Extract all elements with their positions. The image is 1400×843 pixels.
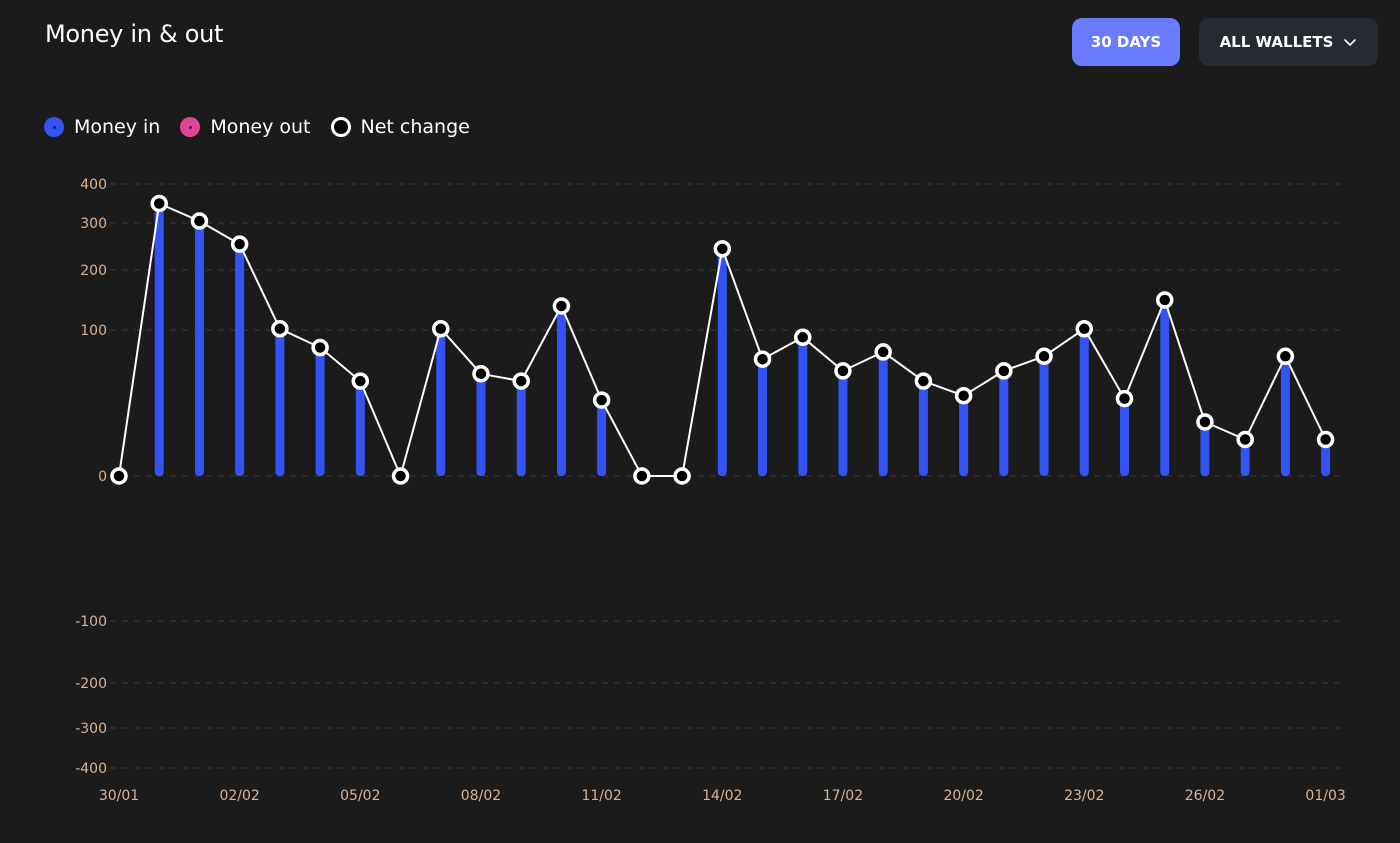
bar-money-in[interactable] xyxy=(1321,439,1331,477)
x-tick-label: 26/02 xyxy=(1185,788,1225,804)
y-tick-label: 100 xyxy=(80,323,107,339)
net-change-point[interactable] xyxy=(1075,320,1094,338)
chevron-down-icon xyxy=(1343,35,1357,49)
net-change-point[interactable] xyxy=(552,297,571,315)
period-button-label: 30 DAYS xyxy=(1090,33,1162,51)
y-tick-label: -300 xyxy=(75,721,107,737)
x-tick-label: 02/02 xyxy=(219,788,259,804)
net-change-point[interactable] xyxy=(874,343,892,361)
y-tick-label: -100 xyxy=(75,614,107,630)
net-change-point[interactable] xyxy=(592,391,611,409)
net-change-point[interactable] xyxy=(1115,389,1134,408)
bar-money-in[interactable] xyxy=(798,337,808,476)
legend-item-money-out[interactable]: Money out xyxy=(180,116,311,138)
wallet-select-label: ALL WALLETS xyxy=(1219,33,1334,51)
net-change-point[interactable] xyxy=(432,320,450,338)
money-in-dot-icon xyxy=(44,117,64,137)
wallet-select-dropdown[interactable]: ALL WALLETS xyxy=(1199,18,1378,66)
bar-money-in[interactable] xyxy=(436,328,446,476)
bar-money-in[interactable] xyxy=(315,347,325,476)
bar-money-in[interactable] xyxy=(959,395,969,476)
bar-money-in[interactable] xyxy=(194,221,204,476)
net-change-point[interactable] xyxy=(190,212,209,230)
x-tick-label: 23/02 xyxy=(1064,788,1104,804)
net-change-point[interactable] xyxy=(713,240,732,258)
bar-money-in[interactable] xyxy=(838,370,848,476)
net-change-point[interactable] xyxy=(110,467,128,485)
net-change-point[interactable] xyxy=(271,320,289,338)
net-change-point[interactable] xyxy=(1035,347,1053,366)
bar-money-in[interactable] xyxy=(1039,356,1049,476)
bar-money-in[interactable] xyxy=(355,381,365,476)
net-change-point[interactable] xyxy=(914,372,933,390)
net-change-point[interactable] xyxy=(1276,347,1295,366)
legend-item-net-change[interactable]: Net change xyxy=(330,116,470,138)
bar-money-in[interactable] xyxy=(1120,398,1129,476)
chart-title: Money in & out xyxy=(45,20,224,48)
bar-money-in[interactable] xyxy=(556,306,566,476)
x-tick-label: 20/02 xyxy=(943,788,983,804)
x-tick-label: 17/02 xyxy=(823,788,863,804)
x-tick-label: 30/01 xyxy=(99,788,139,804)
y-tick-label: 0 xyxy=(98,469,107,485)
bar-money-in[interactable] xyxy=(235,244,245,476)
net-change-point[interactable] xyxy=(351,372,370,390)
net-change-point[interactable] xyxy=(834,362,852,380)
bar-money-in[interactable] xyxy=(717,248,727,476)
legend-label-net-change: Net change xyxy=(360,116,470,138)
net-change-point[interactable] xyxy=(1316,430,1335,449)
net-change-point[interactable] xyxy=(1155,291,1174,309)
x-tick-label: 05/02 xyxy=(340,788,380,804)
net-change-ring-icon xyxy=(330,117,351,137)
net-change-point[interactable] xyxy=(1236,430,1254,449)
bar-money-in[interactable] xyxy=(597,400,607,476)
x-tick-label: 14/02 xyxy=(702,788,742,804)
y-tick-label: -400 xyxy=(75,761,107,777)
y-tick-label: 300 xyxy=(80,216,107,232)
period-30-days-button[interactable]: 30 DAYS xyxy=(1072,18,1180,66)
x-tick-label: 11/02 xyxy=(581,788,621,804)
money-out-dot-icon xyxy=(180,117,201,137)
bar-money-in[interactable] xyxy=(476,373,486,476)
bar-money-in[interactable] xyxy=(878,351,888,476)
bar-money-in[interactable] xyxy=(275,328,285,476)
bar-money-in[interactable] xyxy=(1200,421,1210,476)
net-change-point[interactable] xyxy=(995,362,1013,380)
bar-money-in[interactable] xyxy=(1240,439,1250,477)
x-tick-label: 01/03 xyxy=(1305,788,1345,804)
x-tick-label: 08/02 xyxy=(461,788,501,804)
net-change-point[interactable] xyxy=(472,365,490,383)
bar-money-in[interactable] xyxy=(1079,328,1089,476)
net-change-point[interactable] xyxy=(954,386,973,405)
bar-money-in[interactable] xyxy=(918,381,928,476)
y-tick-label: 200 xyxy=(80,263,107,279)
bar-money-in[interactable] xyxy=(516,381,526,476)
net-change-point[interactable] xyxy=(753,350,772,368)
net-change-point[interactable] xyxy=(391,467,410,485)
net-change-point[interactable] xyxy=(150,194,168,213)
net-change-point[interactable] xyxy=(311,338,329,357)
legend-label-money-out: Money out xyxy=(210,116,311,138)
bar-money-in[interactable] xyxy=(1280,356,1290,476)
net-change-point[interactable] xyxy=(673,467,691,485)
legend-label-money-in: Money in xyxy=(74,116,161,138)
legend-item-money-in[interactable]: Money in xyxy=(44,116,160,138)
bar-money-in[interactable] xyxy=(1160,300,1170,476)
net-change-point[interactable] xyxy=(793,328,812,347)
y-tick-label: -200 xyxy=(75,676,107,692)
net-change-point[interactable] xyxy=(230,235,249,253)
net-change-point[interactable] xyxy=(1196,413,1214,431)
y-tick-label: 400 xyxy=(80,177,107,193)
bar-money-in[interactable] xyxy=(154,203,164,477)
net-change-point[interactable] xyxy=(633,467,651,485)
chart-legend: Money in Money out Net change xyxy=(44,116,470,138)
net-change-point[interactable] xyxy=(512,372,530,390)
bar-money-in[interactable] xyxy=(999,370,1009,476)
bar-money-in[interactable] xyxy=(758,359,768,476)
